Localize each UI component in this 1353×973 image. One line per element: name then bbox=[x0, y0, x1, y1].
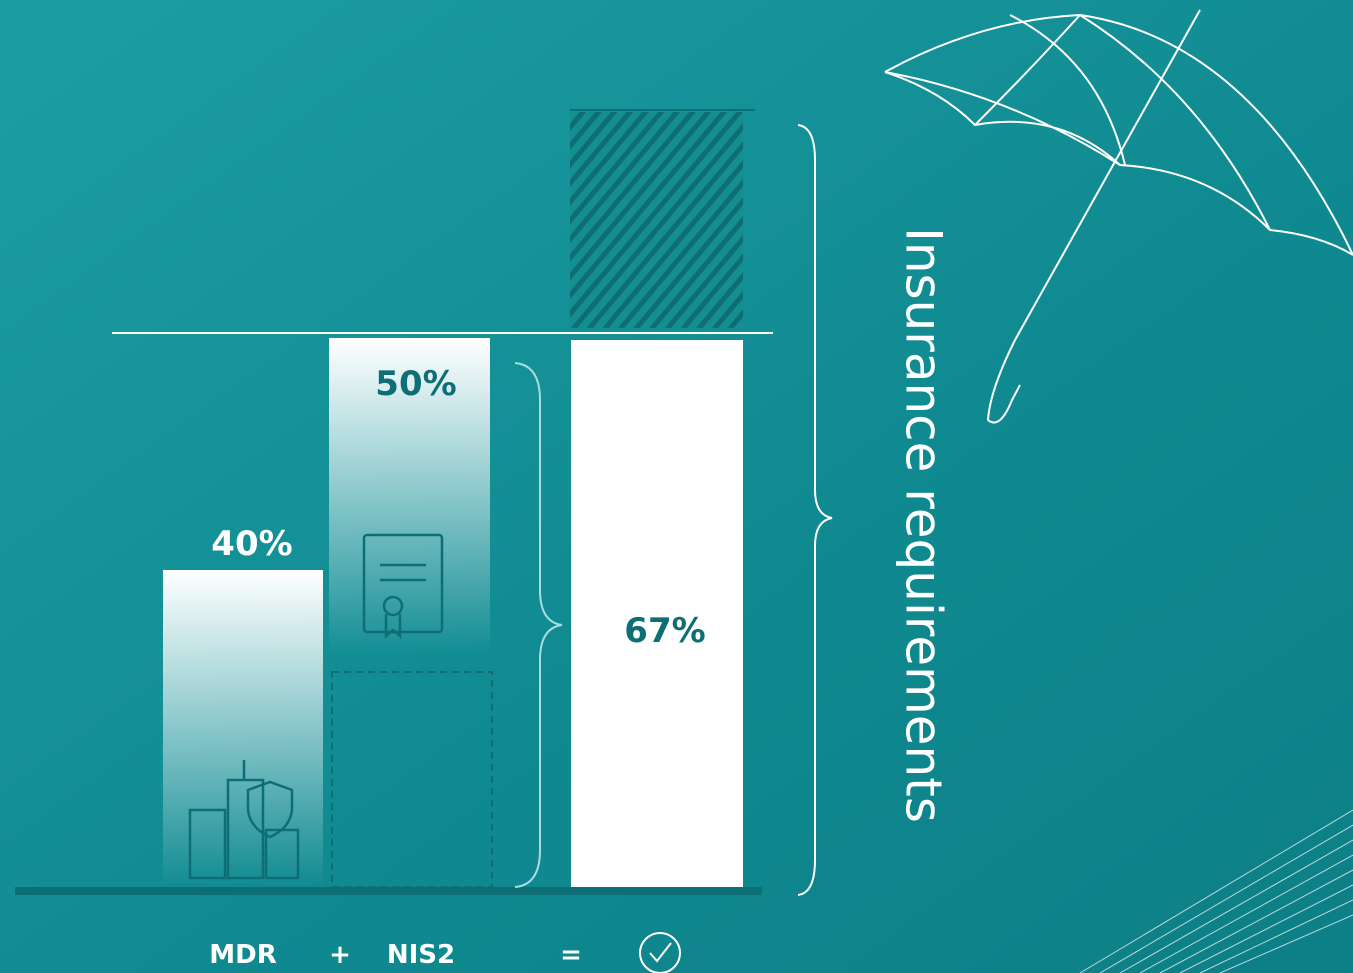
umbrella-icon bbox=[884, 9, 1353, 424]
bar-total bbox=[571, 340, 743, 887]
dashed-box bbox=[331, 671, 493, 888]
value-label: 67% bbox=[624, 611, 705, 651]
bar-nis2 bbox=[329, 338, 490, 655]
small-brace bbox=[514, 362, 563, 888]
large-brace bbox=[797, 124, 833, 896]
value-label: 50% bbox=[375, 364, 456, 404]
equation-operator: + bbox=[329, 940, 351, 970]
hatched-area bbox=[570, 112, 743, 328]
check-icon bbox=[639, 932, 681, 973]
value-label: 40% bbox=[211, 524, 292, 564]
certificate-icon bbox=[362, 533, 444, 639]
equation-operator: = bbox=[560, 940, 582, 970]
equation-term: MDR bbox=[209, 940, 276, 970]
corner-lines bbox=[1079, 809, 1353, 973]
equation-term: NIS2 bbox=[387, 940, 455, 970]
side-label: Insurance requirements bbox=[895, 227, 953, 823]
building-icon bbox=[188, 760, 300, 880]
